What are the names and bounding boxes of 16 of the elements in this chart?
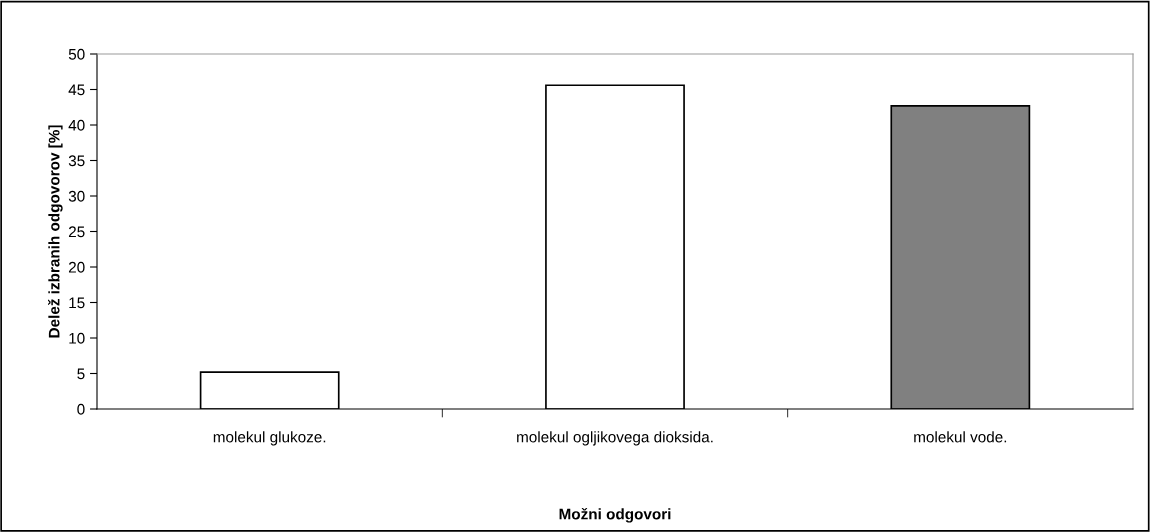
y-tick-label: 35: [68, 155, 85, 167]
y-tick-label: 20: [68, 261, 85, 273]
x-axis-title: Možni odgovori: [559, 507, 671, 523]
y-tick-label: 5: [77, 368, 85, 380]
y-tick-label: 0: [77, 403, 85, 415]
y-axis-title: Delež izbranih odgovorov [%]: [48, 125, 63, 338]
x-tick-label: molekul vode.: [914, 431, 1007, 443]
y-tick-label: 25: [68, 226, 85, 238]
x-tick-label: molekul ogljikovega dioksida.: [517, 431, 713, 446]
y-tick-label: 45: [68, 84, 85, 96]
x-tick-label: molekul glukoze.: [213, 431, 326, 446]
y-tick-label: 10: [69, 332, 85, 344]
y-tick-label: 15: [69, 297, 85, 309]
y-tick-label: 30: [68, 190, 85, 202]
y-tick-label: 50: [68, 48, 85, 60]
y-tick-label: 40: [68, 119, 85, 131]
